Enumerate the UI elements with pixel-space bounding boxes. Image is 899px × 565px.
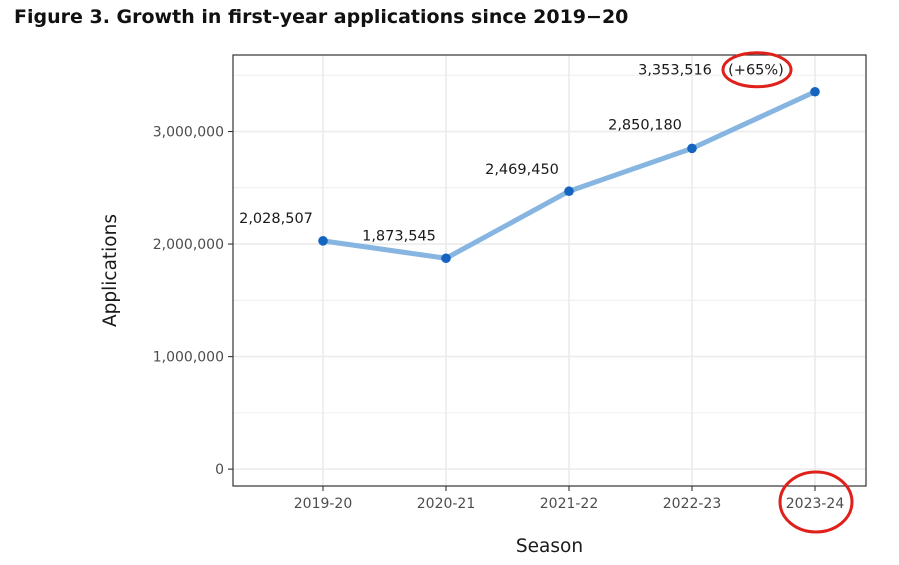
x-tick-label: 2020-21 <box>417 496 476 512</box>
plot-panel-border <box>232 54 867 487</box>
x-tick-label: 2023-24 <box>786 496 845 512</box>
data-label: 1,873,545 <box>362 228 436 244</box>
data-labels: 2,028,507 1,873,545 2,469,450 2,850,180 3,35… <box>239 63 784 245</box>
data-point <box>564 186 574 197</box>
y-tick-label: 0 <box>215 462 224 478</box>
data-label: 2,850,180 <box>608 117 682 133</box>
data-label: 2,469,450 <box>485 162 559 178</box>
x-tick-label: 2019-20 <box>294 496 353 512</box>
data-label: 3,353,516 <box>638 63 712 79</box>
axes: 0 1,000,000 2,000,000 3,000,000 2019-20 2020-… <box>153 125 845 512</box>
y-tick-label: 3,000,000 <box>153 125 224 141</box>
data-point <box>687 143 697 154</box>
figure-title: Figure 3. Growth in first-year applicati… <box>14 6 629 28</box>
x-axis-title: Season <box>516 536 583 557</box>
highlight-circle-annotation <box>721 51 793 89</box>
y-tick-label: 1,000,000 <box>153 350 224 366</box>
growth-annotation: (+65%) <box>728 63 784 79</box>
x-tick-label: 2021-22 <box>540 496 599 512</box>
y-axis-title: Applications <box>100 214 121 327</box>
y-tick-label: 2,000,000 <box>153 237 224 253</box>
data-point <box>810 86 820 97</box>
highlight-circle-season <box>778 470 854 534</box>
series-layer <box>318 86 820 264</box>
x-tick-label: 2022-23 <box>663 496 722 512</box>
data-point <box>441 253 451 264</box>
data-point <box>318 236 328 246</box>
grid-lines <box>233 55 866 486</box>
highlight-circles <box>721 51 854 534</box>
data-label: 2,028,507 <box>239 211 313 227</box>
